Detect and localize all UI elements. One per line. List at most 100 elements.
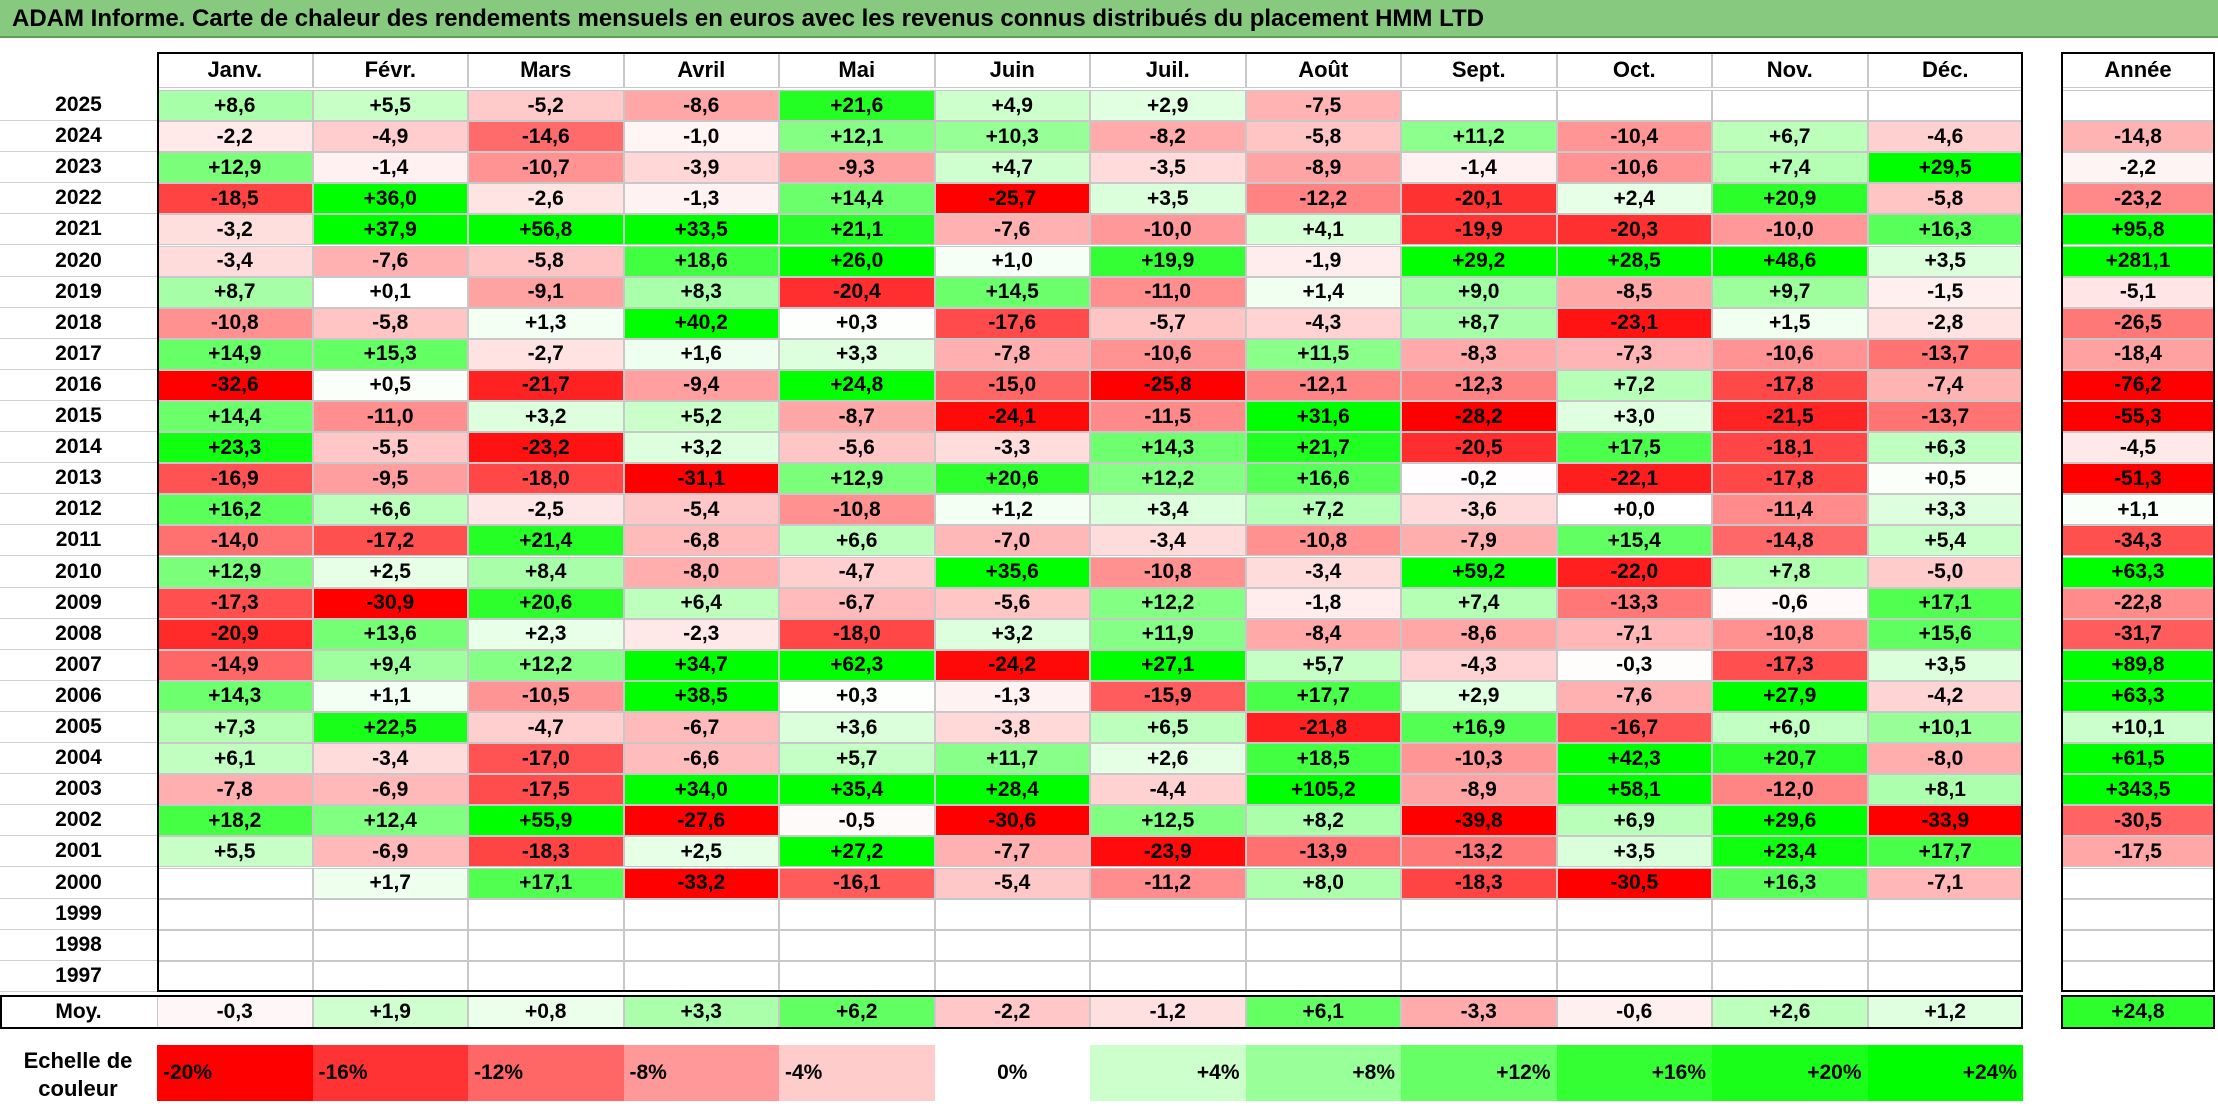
heatmap-cell: +10,3 [934,121,1090,153]
heatmap-cell: -3,3 [934,432,1090,464]
annual-cell: +63,3 [2061,556,2215,588]
annual-cell: -22,8 [2061,587,2215,619]
year-label: 2019 [0,276,157,308]
column-header: Avril [623,52,779,88]
heatmap-cell [623,898,779,930]
color-scale-swatch: +8% [1245,1045,1401,1101]
heatmap-cell: +2,5 [623,836,779,868]
heatmap-cell: +14,9 [157,338,313,370]
heatmap-cell: +1,3 [468,307,624,339]
heatmap-cell: +31,6 [1245,401,1401,433]
heatmap-cell: +29,2 [1401,245,1557,277]
heatmap-cell: +1,7 [312,867,468,899]
heatmap-cell: +4,7 [934,152,1090,184]
year-label: 2016 [0,369,157,401]
heatmap-cell [468,898,624,930]
heatmap-cell: +2,9 [1401,680,1557,712]
heatmap-cell: -2,3 [623,618,779,650]
average-cell: +6,2 [779,995,935,1029]
annual-cell [2061,929,2215,961]
heatmap-cell: -14,0 [157,525,313,557]
heatmap-cell: +8,0 [1245,867,1401,899]
annual-cell: -26,5 [2061,307,2215,339]
heatmap-cell: -1,3 [623,183,779,215]
heatmap-cell: +1,2 [934,494,1090,526]
heatmap-cell [1712,929,1868,961]
heatmap-cell [468,960,624,992]
heatmap-cell: -21,5 [1712,401,1868,433]
heatmap-cell: -2,8 [1867,307,2023,339]
heatmap-cell: -7,3 [1556,338,1712,370]
heatmap-cell: +0,0 [1556,494,1712,526]
heatmap-cell: +6,1 [157,743,313,775]
heatmap-cell [779,960,935,992]
heatmap-cell: +20,6 [934,463,1090,495]
heatmap-cell: +21,1 [779,214,935,246]
heatmap-cell: -9,4 [623,369,779,401]
heatmap-cell: -6,9 [312,774,468,806]
color-scale-swatch: -8% [623,1045,779,1101]
heatmap-cell: +16,2 [157,494,313,526]
heatmap-cell: +20,6 [468,587,624,619]
heatmap-cell: +42,3 [1556,743,1712,775]
column-header: Juin [934,52,1090,88]
heatmap-cell: -13,7 [1867,401,2023,433]
year-label: 1997 [0,960,157,992]
heatmap-cell: -2,6 [468,183,624,215]
heatmap-cell: -4,3 [1401,649,1557,681]
year-label: 2001 [0,836,157,868]
heatmap-cell: +12,4 [312,805,468,837]
heatmap-cell [1245,898,1401,930]
heatmap-cell: -18,3 [468,836,624,868]
heatmap-cell: -9,5 [312,463,468,495]
heatmap-cell [1245,929,1401,961]
heatmap-cell: +26,0 [779,245,935,277]
heatmap-cell: -1,4 [1401,152,1557,184]
heatmap-cell: +21,7 [1245,432,1401,464]
average-cell: -0,3 [157,995,313,1029]
year-label: 2023 [0,152,157,184]
heatmap-cell [468,929,624,961]
average-cell: -1,2 [1090,995,1246,1029]
heatmap-cell: +5,5 [312,90,468,122]
heatmap-cell: -18,3 [1401,867,1557,899]
column-header: Févr. [312,52,468,88]
heatmap-cell [1712,898,1868,930]
heatmap-cell: -12,2 [1245,183,1401,215]
heatmap-cell [934,929,1090,961]
heatmap-cell: -13,7 [1867,338,2023,370]
heatmap-cell: +3,6 [779,712,935,744]
heatmap-cell: -17,0 [468,743,624,775]
heatmap-cell: -5,8 [1245,121,1401,153]
heatmap-cell: -8,9 [1245,152,1401,184]
heatmap-cell: -10,6 [1090,338,1246,370]
heatmap-cell: +10,1 [1867,712,2023,744]
heatmap-cell: -10,0 [1712,214,1868,246]
heatmap-cell: -0,5 [779,805,935,837]
heatmap-cell: -16,1 [779,867,935,899]
heatmap-cell [1556,929,1712,961]
heatmap-cell: -5,8 [312,307,468,339]
heatmap-cell: -13,9 [1245,836,1401,868]
heatmap-cell: +29,5 [1867,152,2023,184]
heatmap-cell: -1,9 [1245,245,1401,277]
heatmap-cell: +23,4 [1712,836,1868,868]
heatmap-cell: -3,2 [157,214,313,246]
heatmap-cell: +27,1 [1090,649,1246,681]
heatmap-cell: +11,7 [934,743,1090,775]
heatmap-cell [1556,960,1712,992]
annual-cell: -4,5 [2061,432,2215,464]
heatmap-cell: +36,0 [312,183,468,215]
heatmap-cell: -8,9 [1401,774,1557,806]
heatmap-cell: -17,6 [934,307,1090,339]
heatmap-cell: +3,3 [779,338,935,370]
heatmap-cell [623,929,779,961]
heatmap-cell: -31,1 [623,463,779,495]
heatmap-cell [1867,898,2023,930]
heatmap-cell: -10,5 [468,680,624,712]
heatmap-cell: +20,7 [1712,743,1868,775]
year-label: 2018 [0,307,157,339]
heatmap-cell [1401,898,1557,930]
heatmap-cell: +3,2 [623,432,779,464]
color-scale-swatch: -16% [312,1045,468,1101]
